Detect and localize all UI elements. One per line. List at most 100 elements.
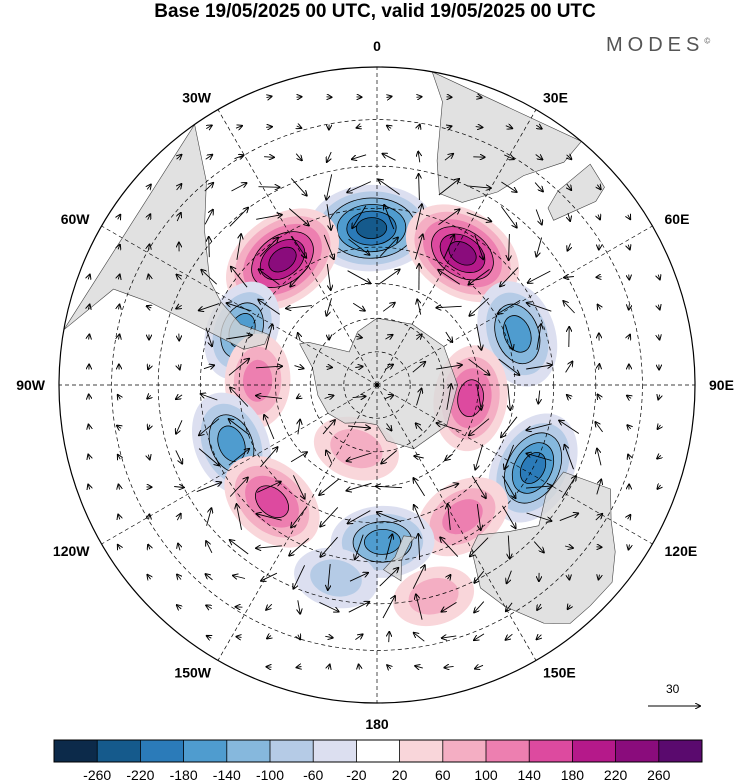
colorbar-tick-label: 140 bbox=[518, 767, 542, 783]
wind-arrow bbox=[568, 243, 571, 250]
wind-arrow bbox=[148, 365, 150, 370]
wind-arrow bbox=[474, 234, 484, 260]
longitude-label: 30E bbox=[543, 90, 568, 106]
wind-arrow bbox=[448, 575, 451, 579]
colorbar-tick-label: -100 bbox=[256, 767, 284, 783]
wind-arrow bbox=[657, 455, 661, 458]
wind-arrow bbox=[445, 331, 452, 342]
wind-arrow bbox=[148, 545, 150, 550]
wind-arrow bbox=[205, 327, 212, 346]
wind-arrow bbox=[536, 125, 541, 128]
wind-arrow bbox=[595, 422, 603, 433]
wind-arrow bbox=[226, 335, 252, 340]
colorbar-swatch bbox=[442, 740, 487, 762]
colorbar-tick-label: -180 bbox=[170, 767, 198, 783]
colorbar-tick-label: -60 bbox=[303, 767, 323, 783]
wind-arrow bbox=[119, 305, 120, 310]
wind-arrow bbox=[294, 366, 304, 369]
new-zealand-landmass bbox=[383, 535, 416, 582]
wind-arrow bbox=[436, 306, 462, 307]
wind-arrow bbox=[561, 476, 576, 499]
wind-arrow bbox=[204, 210, 213, 225]
anomaly-center bbox=[313, 416, 399, 481]
wind-arrow bbox=[206, 574, 213, 581]
wind-arrow bbox=[148, 455, 149, 460]
wind-arrow bbox=[347, 270, 371, 284]
wind-arrow bbox=[89, 395, 90, 400]
wind-arrow bbox=[290, 267, 309, 286]
colorbar-swatch bbox=[140, 740, 184, 762]
colorbar-frame bbox=[53, 739, 703, 763]
wind-arrow bbox=[352, 205, 367, 228]
wind-arrow bbox=[629, 305, 630, 310]
wind-arrow bbox=[474, 601, 485, 613]
wind-arrow bbox=[267, 636, 271, 639]
wind-arrow bbox=[440, 537, 459, 557]
wind-arrow bbox=[502, 505, 515, 528]
colorbar-tick-label: 100 bbox=[474, 767, 498, 783]
wind-arrow bbox=[385, 335, 393, 339]
wind-arrow bbox=[443, 235, 454, 260]
wind-arrow bbox=[177, 155, 182, 159]
wind-arrow bbox=[256, 396, 282, 399]
wind-arrow bbox=[563, 301, 575, 314]
wind-arrow bbox=[596, 480, 601, 495]
wind-arrow bbox=[228, 359, 249, 376]
colorbar-swatch bbox=[226, 740, 271, 762]
wind-arrow bbox=[348, 426, 370, 428]
wind-arrow bbox=[147, 395, 151, 398]
wind-arrow bbox=[231, 267, 248, 288]
wind-arrow bbox=[149, 275, 150, 280]
wind-arrow bbox=[505, 126, 512, 129]
wind-arrow bbox=[415, 334, 421, 339]
graticule bbox=[59, 67, 695, 703]
wind-arrow bbox=[230, 388, 249, 407]
wind-arrow bbox=[118, 395, 121, 399]
longitude-label: 90W bbox=[16, 377, 46, 393]
wind-arrow bbox=[319, 601, 338, 611]
wind-arrow bbox=[177, 605, 181, 609]
wind-arrow bbox=[565, 362, 573, 373]
wind-arrow bbox=[298, 635, 300, 640]
wind-arrow bbox=[382, 303, 395, 312]
wind-arrow bbox=[229, 208, 248, 227]
wind-arrow bbox=[569, 575, 570, 580]
colorbar-swatch bbox=[572, 740, 616, 762]
wind-arrow bbox=[198, 448, 219, 466]
colorbar-swatch bbox=[486, 740, 530, 762]
wind-arrow bbox=[468, 358, 490, 375]
wind-arrow bbox=[475, 444, 484, 470]
wind-arrow bbox=[230, 540, 249, 555]
anomaly-contour bbox=[310, 559, 362, 597]
wind-arrow bbox=[567, 183, 571, 190]
wind-arrow bbox=[416, 423, 423, 431]
wind-arrow bbox=[470, 537, 489, 557]
colorbar-tick-label: 260 bbox=[647, 767, 671, 783]
wind-arrow bbox=[209, 237, 210, 258]
wind-arrow bbox=[206, 541, 213, 554]
wind-arrow bbox=[298, 333, 300, 342]
wind-arrow bbox=[326, 264, 330, 290]
wind-arrow bbox=[349, 573, 368, 582]
wind-arrow bbox=[416, 389, 422, 406]
wind-arrow bbox=[415, 204, 422, 230]
wind-arrow bbox=[506, 602, 513, 611]
wind-arrow bbox=[438, 209, 460, 225]
wind-arrow bbox=[476, 96, 481, 97]
wind-arrow bbox=[447, 126, 452, 128]
wind-arrow bbox=[627, 396, 631, 399]
wind-arrow bbox=[348, 238, 370, 255]
wind-arrow bbox=[89, 335, 90, 340]
wind-arrow bbox=[628, 515, 631, 519]
wind-arrow bbox=[525, 486, 552, 488]
wind-arrow bbox=[326, 367, 332, 368]
wind-arrow bbox=[357, 126, 362, 128]
wind-arrow bbox=[261, 572, 278, 581]
wind-arrow bbox=[237, 504, 242, 530]
anomaly-center bbox=[393, 566, 475, 627]
latitude-circle bbox=[111, 119, 643, 651]
wind-arrow bbox=[629, 275, 630, 280]
colorbar-swatch bbox=[658, 740, 703, 762]
wind-arrow bbox=[177, 213, 181, 222]
